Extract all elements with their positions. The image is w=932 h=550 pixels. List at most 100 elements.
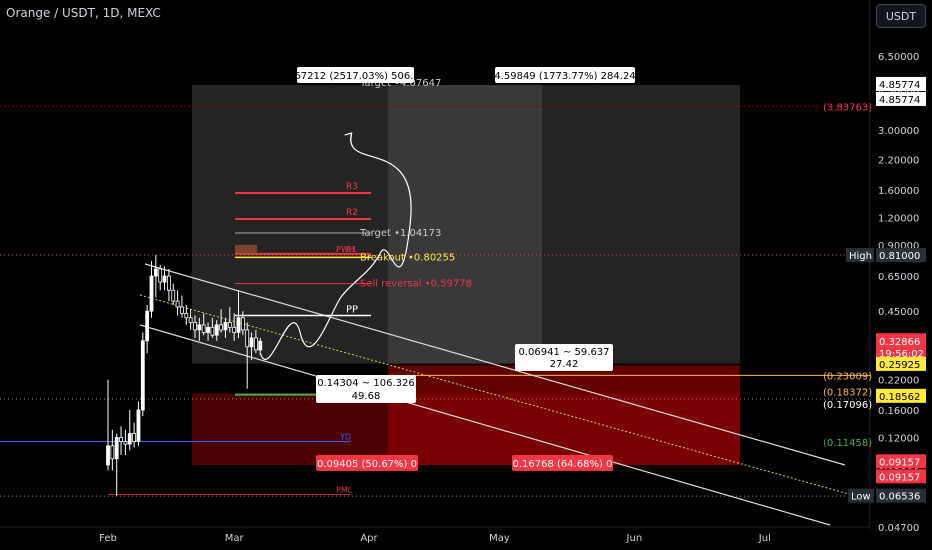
stop-label-2-bg: [512, 455, 613, 471]
candle-body: [245, 329, 250, 348]
channel-bottom-line: [139, 324, 831, 526]
mid-label-2-line2: 27.42: [550, 359, 579, 370]
target-label-1: 4.67212 (2517.03%) 506.77: [285, 71, 426, 82]
paren-green: (0.11458): [823, 438, 872, 449]
stop-label-1-bg: [316, 455, 418, 471]
countdown: 19:56:02: [879, 349, 924, 360]
y-tick-label: 2.20000: [878, 156, 919, 167]
pwh-box: [235, 244, 257, 254]
target-label-2-bg: [495, 67, 635, 83]
target-label-2: 4.59849 (1773.77%) 284.24: [494, 71, 635, 82]
candle-body: [253, 337, 258, 351]
candle-body: [119, 437, 123, 442]
current-price: 0.32866: [879, 337, 920, 348]
y-tick-label: 1.20000: [878, 213, 919, 224]
high-value: 0.81000: [879, 251, 920, 262]
price-tag-top-1: 4.85774: [879, 80, 920, 91]
target-zone-1: [192, 84, 740, 364]
mid-label-1-line1: 0.14304 ~ 106.326: [317, 378, 414, 389]
x-tick-label: May: [489, 533, 510, 544]
candle-body: [162, 275, 167, 283]
candle-body: [193, 322, 197, 331]
candle-body: [171, 289, 176, 302]
annotation-target: Target •1.04173: [359, 228, 441, 239]
candle-body: [236, 317, 241, 333]
price-tag-red-1: 0.09157: [879, 457, 920, 468]
candle-body: [184, 312, 189, 319]
x-tick-label: Mar: [225, 533, 245, 544]
candle-body: [249, 337, 254, 348]
pivot-r1-label: R1: [346, 245, 357, 254]
annotation-breakout: Breakout •0.80255: [360, 252, 455, 263]
mid-label-2-bg: [515, 344, 613, 371]
candle-body: [197, 324, 202, 331]
annotation-target-top: Target •4.07647: [359, 78, 441, 89]
mid-label-2-line1: 0.06941 ~ 59.637: [518, 347, 609, 358]
candle-body: [201, 324, 206, 333]
candle-body: [180, 306, 184, 314]
price-tag-top-2: 4.85774: [879, 95, 920, 106]
high-value-bg: [876, 247, 926, 262]
candle-body: [110, 445, 115, 460]
low-label: Low: [851, 492, 871, 503]
projection-path: [259, 132, 412, 361]
candle-body: [258, 340, 263, 351]
pivot-r3-label: R3: [346, 182, 358, 192]
candle-body: [227, 322, 232, 328]
stop-label-2: 0.16768 (64.68%) 0: [512, 459, 612, 470]
candle-body: [240, 317, 245, 331]
paren-orange-1: (0.23009): [823, 371, 872, 382]
target-label-1-bg: [297, 67, 414, 83]
candle-body: [219, 324, 224, 331]
mid-label-1-bg: [316, 375, 416, 403]
mid-label-1-line2: 49.68: [352, 391, 381, 402]
high-label-bg: [846, 247, 874, 262]
currency-button[interactable]: USDT: [876, 4, 926, 28]
candle-body: [166, 275, 171, 291]
candle-body: [206, 326, 210, 333]
y-tick-label: 0.90000: [878, 241, 919, 252]
candle-body: [114, 437, 119, 460]
pivot-r2-label: R2: [346, 208, 358, 218]
low-label-bg: [848, 488, 874, 503]
price-tag-yellow-1: 0.25925: [879, 360, 920, 371]
candle-body: [214, 324, 219, 336]
annotation-sell-reversal: Sell reversal •0.59778: [360, 279, 472, 290]
candle-body: [106, 445, 110, 466]
x-tick-label: Jul: [758, 533, 771, 544]
price-tag-yellow-1-bg: [876, 356, 926, 371]
price-tag-top-2-bg: [876, 91, 926, 106]
low-value-bg: [876, 488, 926, 503]
candle-body: [140, 340, 145, 411]
x-tick-label: Apr: [360, 533, 378, 544]
y-tick-label: 0.65000: [878, 272, 919, 283]
candle-body: [188, 317, 193, 323]
candle-body: [232, 326, 237, 333]
candle-body: [149, 275, 154, 312]
candle-body: [123, 441, 128, 445]
candle-body: [136, 409, 141, 442]
target-zone-2: [388, 84, 542, 364]
stop-label-1: 0.09405 (50.67%) 0: [317, 459, 417, 470]
paren-red: (3.83763): [823, 102, 872, 113]
price-tag-yellow-2-bg: [876, 388, 926, 403]
projection-arrowhead: [344, 132, 353, 142]
pml-label: PML: [336, 486, 353, 495]
candle-body: [127, 433, 132, 445]
x-tick-label: Feb: [99, 533, 117, 544]
pivot-pp-label: PP: [346, 305, 358, 316]
candle-body: [223, 322, 228, 331]
high-label: High: [849, 251, 872, 262]
y-tick-label: 0.12000: [878, 434, 919, 445]
candle-body: [145, 310, 150, 342]
low-value: 0.06536: [879, 492, 920, 503]
pwh-label: PWH: [336, 245, 355, 254]
y-tick-label: 0.16000: [878, 406, 919, 417]
y-tick-label: 1.60000: [878, 186, 919, 197]
channel-top-line: [144, 263, 846, 466]
candle-body: [153, 268, 158, 277]
y-tick-label: 3.00000: [878, 126, 919, 137]
y-tick-label: 0.22000: [878, 376, 919, 387]
